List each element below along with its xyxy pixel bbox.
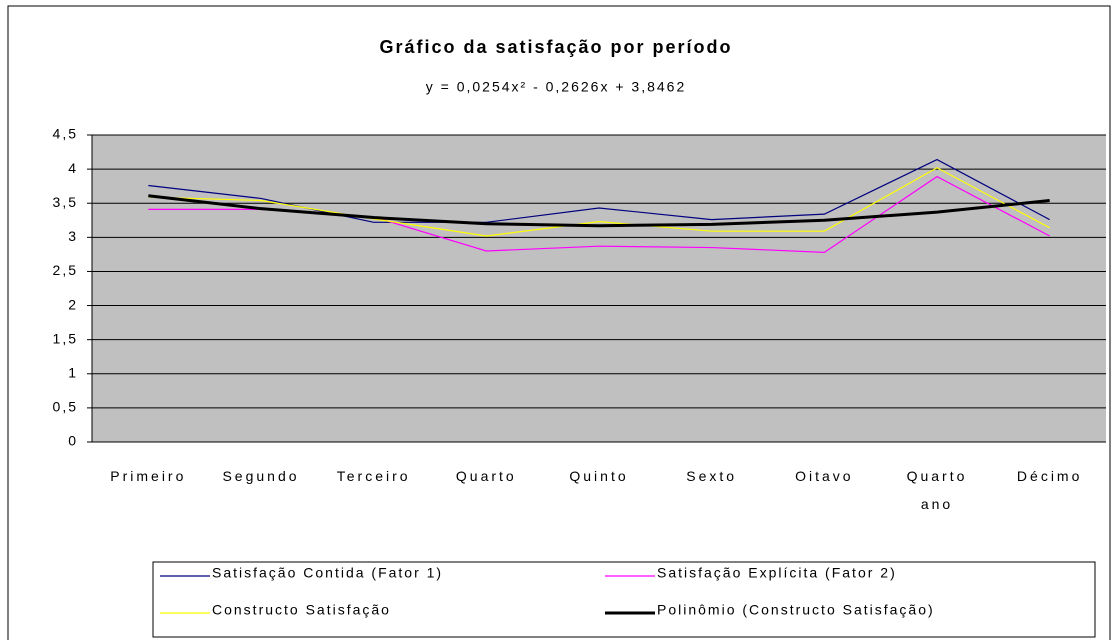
y-tick-label: 4,5 — [53, 126, 78, 142]
series-line — [148, 167, 1050, 237]
x-tick-label: Quinto — [569, 468, 629, 484]
legend-label: Constructo Satisfação — [212, 602, 391, 618]
x-tick-label: Quarto ano — [906, 468, 968, 512]
x-tick-label: Segundo — [222, 468, 300, 484]
y-tick-label: 1 — [68, 364, 78, 380]
x-tick-label: Décimo — [1016, 468, 1083, 484]
y-tick-label: 2 — [68, 296, 78, 312]
y-tick-label: 3,5 — [53, 194, 78, 210]
y-tick-label: 0 — [68, 433, 78, 449]
y-tick-label: 4 — [68, 160, 78, 176]
legend-label: Satisfação Contida (Fator 1) — [212, 565, 443, 581]
y-tick-label: 1,5 — [53, 330, 78, 346]
y-tick-label: 2,5 — [53, 262, 78, 278]
chart-title: Gráfico da satisfação por período — [379, 37, 732, 57]
y-tick-label: 3 — [68, 228, 78, 244]
x-tick-label: Sexto — [686, 468, 738, 484]
y-tick-label: 0,5 — [53, 399, 78, 415]
plot-area — [92, 135, 1106, 442]
legend-label: Satisfação Explícita (Fator 2) — [657, 565, 897, 581]
series-line — [148, 194, 1050, 228]
chart-subtitle: y = 0,0254x² - 0,2626x + 3,8462 — [426, 79, 686, 95]
legend-label: Polinômio (Constructo Satisfação) — [657, 602, 935, 618]
legend-box — [152, 561, 1096, 638]
x-tick-label: Oitavo — [795, 468, 854, 484]
x-tick-label: Primeiro — [110, 468, 187, 484]
x-tick-label: Terceiro — [336, 468, 411, 484]
x-tick-label: Quarto — [455, 468, 517, 484]
